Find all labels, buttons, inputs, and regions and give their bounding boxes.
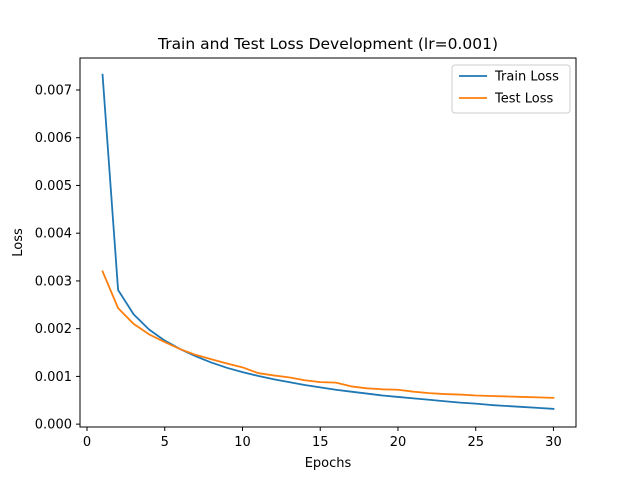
x-axis-label: Epochs xyxy=(305,456,352,471)
series-line-test-loss xyxy=(101,270,555,399)
legend-label: Train Loss xyxy=(494,70,559,85)
y-tick-label: 0.006 xyxy=(35,131,72,146)
legend-box xyxy=(451,64,571,114)
y-tick-label: 0.003 xyxy=(35,274,72,289)
y-tick-label: 0.004 xyxy=(35,227,72,242)
x-tick-label: 0 xyxy=(83,435,91,450)
plot-frame xyxy=(79,57,577,428)
x-tick-label: 10 xyxy=(234,435,251,450)
series-layer xyxy=(101,73,555,410)
x-tick-label: 5 xyxy=(161,435,169,450)
y-tick-label: 0.007 xyxy=(35,83,72,98)
series-line-train-loss xyxy=(101,73,555,410)
x-tick-label: 30 xyxy=(545,435,562,450)
y-tick-label: 0.002 xyxy=(35,322,72,337)
x-tick-label: 25 xyxy=(467,435,484,450)
x-axis: 0 5 10 15 20 25 30 xyxy=(83,427,562,450)
legend-label: Test Loss xyxy=(494,92,553,107)
y-axis-label: Loss xyxy=(11,228,26,257)
y-tick-label: 0.001 xyxy=(35,370,72,385)
legend: Train Loss Test Loss xyxy=(451,64,571,114)
y-axis: 0.000 0.001 0.002 0.003 0.004 0.005 0.006 0.007 xyxy=(35,83,80,433)
chart-title: Train and Test Loss Development (lr=0.00… xyxy=(157,35,498,53)
x-tick-label: 15 xyxy=(312,435,329,450)
x-tick-label: 20 xyxy=(390,435,407,450)
y-tick-label: 0.005 xyxy=(35,179,72,194)
y-tick-label: 0.000 xyxy=(35,418,72,433)
